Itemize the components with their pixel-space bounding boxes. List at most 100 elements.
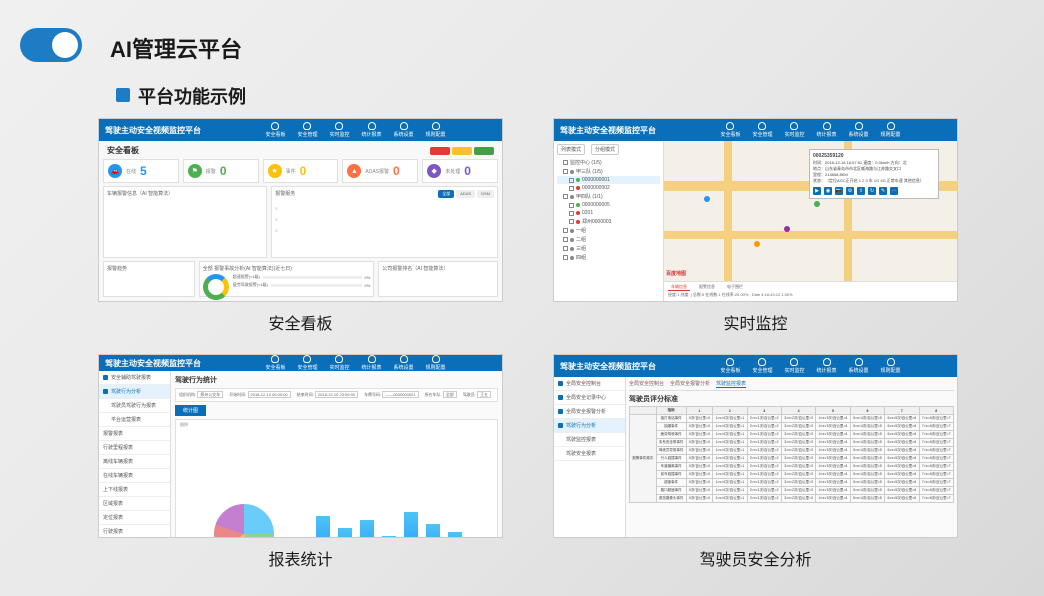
sidebar-item[interactable]: 驾驶安全报表 <box>554 447 625 461</box>
sidebar-item[interactable]: 上下线报表 <box>99 483 170 497</box>
nav-item[interactable]: 实时监控 <box>784 358 804 374</box>
map-poi[interactable] <box>754 241 760 247</box>
vehicle-tree[interactable]: 列表模式 分组模式 监控中心 (1/5) 甲三队 (1/5)0000000001… <box>554 141 664 301</box>
tree-item[interactable]: 0000000002 <box>557 184 660 192</box>
sidebar-item[interactable]: 行驶里程报表 <box>99 441 170 455</box>
nav-item[interactable]: 统计报表 <box>362 355 382 371</box>
nav-item[interactable]: 规则配置 <box>426 122 446 138</box>
nav-item[interactable]: 系统设置 <box>394 122 414 138</box>
popup-action-icon[interactable]: ⇧ <box>857 187 865 195</box>
org-input[interactable]: 郑州公交车 <box>197 391 223 398</box>
nav-item[interactable]: 系统设置 <box>394 355 414 371</box>
table-row: 超速事件0次/百公里=01>x>0次/百公里=12>x>1次/百公里=23>x>… <box>630 479 954 487</box>
filter-tab[interactable]: ADAS <box>456 190 475 198</box>
tree-item[interactable]: 0000000001 <box>557 176 660 184</box>
sidebar-item[interactable]: 报警报表 <box>99 427 170 441</box>
plate-input[interactable]: ——0000000001 <box>382 391 418 398</box>
popup-action-icon[interactable]: 📷 <box>835 187 843 195</box>
table-header <box>630 407 657 415</box>
kpi-card[interactable]: ⚑报警0 <box>183 159 259 183</box>
kpi-icon: ◆ <box>427 164 441 178</box>
content-tab[interactable]: 驾驶监控报表 <box>716 380 746 388</box>
nav-item[interactable]: 安全管理 <box>752 122 772 138</box>
popup-action-icon[interactable]: ▶ <box>813 187 821 195</box>
sidebar-item[interactable]: 全局安全控制台 <box>554 377 625 391</box>
tree-item[interactable]: 0201 <box>557 209 660 217</box>
fleet-input[interactable]: 全部 <box>443 391 457 398</box>
nav-item[interactable]: 安全看板 <box>265 122 285 138</box>
sidebar-item[interactable]: 全局安全报警分析 <box>554 405 625 419</box>
nav-item[interactable]: 实时监控 <box>329 122 349 138</box>
sidebar-item[interactable]: 平台运营报表 <box>99 413 170 427</box>
nav-item[interactable]: 安全管理 <box>752 358 772 374</box>
kpi-card[interactable]: ◆未处理0 <box>422 159 498 183</box>
nav-item[interactable]: 安全管理 <box>297 355 317 371</box>
kpi-card[interactable]: ★事件0 <box>263 159 339 183</box>
sidebar-item[interactable]: 驾驶行为分析 <box>554 419 625 433</box>
popup-action-icon[interactable]: ↻ <box>868 187 876 195</box>
map-poi[interactable] <box>784 226 790 232</box>
tab-alarm-info[interactable]: 报警信息 <box>696 284 718 291</box>
tab-group-mode[interactable]: 分组模式 <box>591 144 619 155</box>
sidebar-item[interactable]: 在线车辆报表 <box>99 469 170 483</box>
status-line: 经度:1 纬度: | 总数:5 在线数:1 在线率:20.00% , Date … <box>668 292 953 298</box>
sidebar-item[interactable]: 行驶报表 <box>99 525 170 538</box>
kpi-card[interactable]: 🚗在线5 <box>103 159 179 183</box>
nav-item[interactable]: 安全看板 <box>265 355 285 371</box>
tab-list-mode[interactable]: 列表模式 <box>557 144 585 155</box>
tab-fence[interactable]: 电子围栏 <box>724 284 746 291</box>
nav-item[interactable]: 系统设置 <box>849 358 869 374</box>
status-dot <box>430 147 450 155</box>
driver-input[interactable]: 王五 <box>477 391 491 398</box>
nav-item[interactable]: 安全看板 <box>720 358 740 374</box>
tree-item[interactable]: 三组 <box>557 244 660 253</box>
tree-item[interactable]: 郑州0000003 <box>557 217 660 226</box>
tree-item[interactable]: 0000000005 <box>557 201 660 209</box>
tab-vehicle-info[interactable]: 车辆信息 <box>668 284 690 291</box>
kpi-card[interactable]: ▲ADAS报警0 <box>342 159 418 183</box>
nav-item[interactable]: 统计报表 <box>817 122 837 138</box>
map-canvas[interactable]: 00025359120 时间：2018-12-18 16:57:51 速度：0.… <box>664 141 957 301</box>
content-tab[interactable]: 全局安全控制台 <box>629 380 664 388</box>
tree-root[interactable]: 监控中心 (1/5) <box>557 158 660 167</box>
nav-item[interactable]: 实时监控 <box>784 122 804 138</box>
sidebar-item[interactable]: 驾驶行为分析 <box>99 385 170 399</box>
tree-item[interactable]: 四组 <box>557 253 660 262</box>
popup-action-icon[interactable]: ◉ <box>824 187 832 195</box>
app-header: 驾驶主动安全视频监控平台 安全看板安全管理实时监控统计报表系统设置规则配置 <box>554 119 957 141</box>
nav-item[interactable]: 统计报表 <box>817 358 837 374</box>
nav-item[interactable]: 统计报表 <box>362 122 382 138</box>
nav-item[interactable]: 安全管理 <box>297 122 317 138</box>
nav-item[interactable]: 实时监控 <box>329 355 349 371</box>
tree-item[interactable]: 甲三队 (1/5) <box>557 167 660 176</box>
end-time-input[interactable]: 2018-12-10 23:59:00 <box>315 391 358 398</box>
sidebar-item[interactable]: 定位报表 <box>99 511 170 525</box>
content-tab[interactable]: 全局安全报警分析 <box>670 380 710 388</box>
popup-action-icon[interactable]: ⋯ <box>890 187 898 195</box>
map-poi[interactable] <box>814 201 820 207</box>
chart-button[interactable]: 统计图 <box>175 405 206 416</box>
cell-dashboard: 驾驶主动安全视频监控平台 安全看板安全管理实时监控统计报表系统设置规则配置 安全… <box>98 118 503 334</box>
sidebar-item[interactable]: 离线车辆报表 <box>99 455 170 469</box>
sidebar-item[interactable]: 驾驶员驾驶行为报表 <box>99 399 170 413</box>
sidebar-item[interactable]: 全局安全记录中心 <box>554 391 625 405</box>
nav-item[interactable]: 安全看板 <box>720 122 740 138</box>
sidebar-item[interactable]: 安全辅助驾驶报表 <box>99 371 170 385</box>
nav-item[interactable]: 规则配置 <box>426 355 446 371</box>
start-time-input[interactable]: 2018-12-10 00:00:00 <box>248 391 291 398</box>
nav-item[interactable]: 规则配置 <box>881 358 901 374</box>
tree-item[interactable]: 一组 <box>557 226 660 235</box>
report-sidebar: 安全辅助驾驶报表驾驶行为分析驾驶员驾驶行为报表平台运营报表报警报表行驶里程报表离… <box>99 371 171 538</box>
map-poi[interactable] <box>704 196 710 202</box>
screenshot-reports: 驾驶主动安全视频监控平台 安全看板安全管理实时监控统计报表系统设置规则配置 安全… <box>98 354 503 538</box>
sidebar-item[interactable]: 区域报表 <box>99 497 170 511</box>
popup-action-icon[interactable]: ⚙ <box>846 187 854 195</box>
filter-tab[interactable]: DSM <box>477 190 494 198</box>
popup-action-icon[interactable]: ✎ <box>879 187 887 195</box>
tree-item[interactable]: 二组 <box>557 235 660 244</box>
nav-item[interactable]: 规则配置 <box>881 122 901 138</box>
nav-item[interactable]: 系统设置 <box>849 122 869 138</box>
sidebar-item[interactable]: 驾驶监控报表 <box>554 433 625 447</box>
tree-item[interactable]: 甲四队 (1/1) <box>557 192 660 201</box>
filter-tab[interactable]: 全部 <box>438 190 454 198</box>
